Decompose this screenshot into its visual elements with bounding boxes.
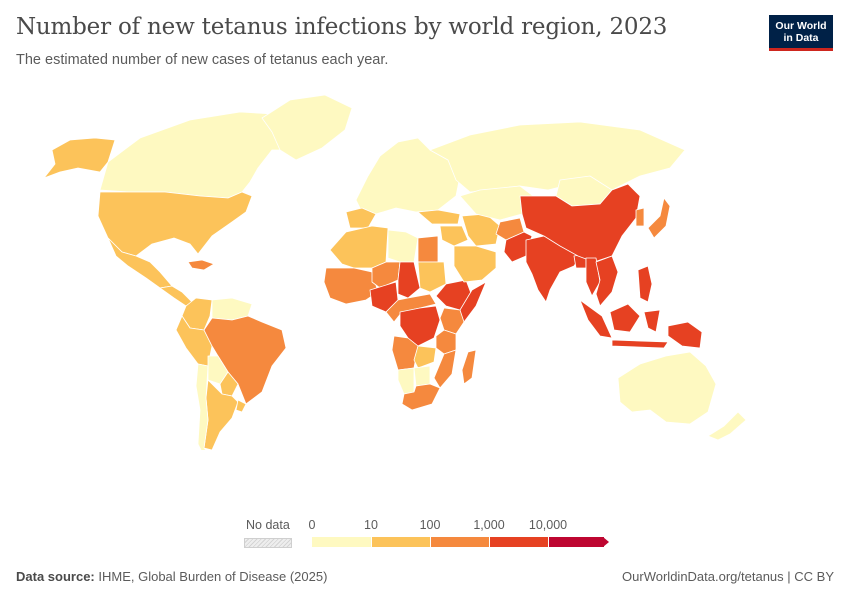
- legend-tick-label: 10,000: [528, 518, 568, 532]
- map-region[interactable]: [397, 367, 415, 395]
- map-region[interactable]: [435, 329, 457, 355]
- map-region[interactable]: [385, 293, 437, 323]
- legend-tick-label: 0: [308, 518, 316, 532]
- owid-logo[interactable]: Our World in Data: [769, 15, 833, 51]
- chart-subtitle: The estimated number of new cases of tet…: [16, 52, 389, 68]
- map-region[interactable]: [203, 315, 287, 405]
- logo-line-1: Our World: [775, 19, 827, 32]
- legend-bin-swatch[interactable]: [430, 537, 490, 547]
- map-region[interactable]: [387, 229, 419, 263]
- map-region[interactable]: [417, 209, 461, 225]
- map-region[interactable]: [397, 261, 421, 299]
- map-region[interactable]: [187, 259, 215, 271]
- map-region[interactable]: [97, 191, 253, 257]
- legend-bin-swatch[interactable]: [548, 537, 604, 547]
- map-region[interactable]: [399, 305, 441, 347]
- map-region[interactable]: [461, 349, 477, 385]
- legend-bin-swatch[interactable]: [312, 537, 371, 547]
- map-region[interactable]: [667, 321, 703, 349]
- data-source-text: IHME, Global Burden of Disease (2025): [98, 569, 328, 584]
- logo-line-2: in Data: [783, 31, 819, 44]
- world-map: [43, 94, 747, 450]
- map-region[interactable]: [323, 267, 379, 305]
- map-region[interactable]: [401, 383, 441, 411]
- map-region[interactable]: [453, 245, 497, 283]
- legend: No data 0 10 100 1,000 10,000: [240, 512, 620, 552]
- map-region[interactable]: [429, 121, 686, 193]
- map-region[interactable]: [261, 94, 353, 161]
- map-region[interactable]: [413, 345, 437, 369]
- map-region[interactable]: [707, 411, 747, 441]
- map-region[interactable]: [417, 261, 447, 293]
- legend-bin-swatch[interactable]: [489, 537, 549, 547]
- data-source: Data source: IHME, Global Burden of Dise…: [16, 569, 327, 584]
- map-region[interactable]: [159, 285, 193, 307]
- legend-no-data-swatch[interactable]: [244, 538, 292, 548]
- map-region[interactable]: [439, 225, 469, 247]
- map-region[interactable]: [595, 255, 619, 307]
- map-region[interactable]: [345, 207, 377, 229]
- legend-tick-label: 100: [419, 518, 441, 532]
- footer-credit[interactable]: OurWorldinData.org/tetanus | CC BY: [622, 569, 834, 584]
- map-region[interactable]: [635, 207, 645, 227]
- map-region[interactable]: [219, 371, 239, 397]
- map-region[interactable]: [579, 299, 669, 349]
- chart-title: Number of new tetanus infections by worl…: [16, 14, 668, 40]
- map-region[interactable]: [637, 265, 653, 303]
- map-region[interactable]: [329, 225, 389, 269]
- legend-tick-label: 10: [364, 518, 378, 532]
- map-region[interactable]: [519, 183, 641, 263]
- map-region[interactable]: [195, 363, 212, 450]
- data-source-label: Data source:: [16, 569, 95, 584]
- map-region[interactable]: [433, 349, 457, 389]
- legend-no-data-label: No data: [246, 518, 290, 532]
- map-region[interactable]: [617, 351, 717, 425]
- map-region[interactable]: [585, 257, 601, 297]
- legend-tick-label: 1,000: [473, 518, 505, 532]
- legend-bin-swatch[interactable]: [371, 537, 431, 547]
- map-region[interactable]: [417, 235, 439, 263]
- map-region[interactable]: [647, 197, 671, 239]
- map-region[interactable]: [235, 399, 247, 413]
- map-region[interactable]: [43, 137, 116, 179]
- map-region[interactable]: [413, 365, 431, 387]
- legend-open-end-arrow: [603, 537, 609, 547]
